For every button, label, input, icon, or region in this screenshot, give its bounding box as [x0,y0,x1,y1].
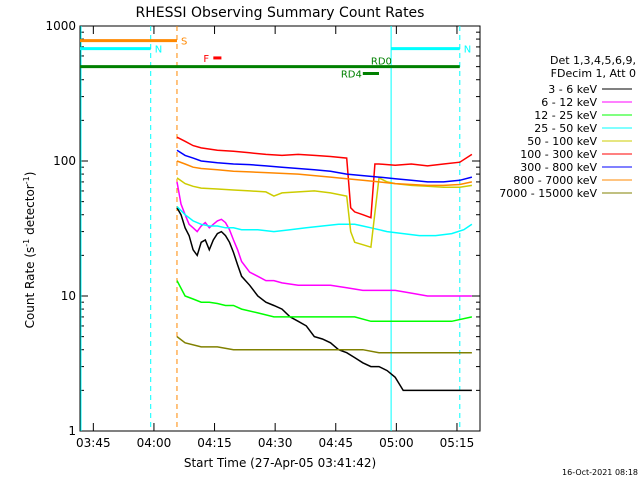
x-axis-label: Start Time (27-Apr-05 03:41:42) [184,456,376,470]
x-tick-label: 04:30 [258,436,293,450]
x-tick-label: 04:00 [137,436,172,450]
y-tick-label: 1000 [45,19,76,33]
y-tick-label: 1 [68,424,76,438]
series-line [176,280,473,323]
annotation-label: F [203,54,209,65]
x-tick-label: 05:00 [379,436,414,450]
x-tick-label: 04:15 [197,436,232,450]
series-line [176,176,473,249]
legend-header: Det 1,3,4,5,6,9, [550,54,636,67]
plot-area: 1 10 100 1000 03:45 04:00 04:15 04:30 04:45 05:00… [45,19,481,450]
plot-frame [79,25,481,432]
legend-label: 25 - 50 keV [534,122,597,135]
x-tick-label: 03:45 [76,436,111,450]
series-line [176,336,472,354]
annotation-label: N [155,45,162,56]
series-line [176,160,473,187]
legend: Det 1,3,4,5,6,9,FDecim 1, Att 0 3 - 6 keV… [499,54,636,200]
legend-label: 800 - 7000 keV [513,174,597,187]
legend-header: FDecim 1, Att 0 [551,67,636,80]
y-axis-label: Count Rate (s-1 detector-1) [22,172,37,329]
legend-label: 12 - 25 keV [534,109,597,122]
x-tick-label: 05:15 [440,436,475,450]
series-line [176,207,472,392]
series-line [176,149,473,183]
x-tick-label: 04:45 [318,436,353,450]
legend-label: 6 - 12 keV [541,96,597,109]
annotation-label: N [464,45,471,56]
annotation-label: RD0 [371,57,392,68]
legend-label: 300 - 800 keV [520,161,597,174]
series-line [176,136,473,219]
y-tick-label: 10 [61,289,76,303]
legend-label: 50 - 100 keV [527,135,597,148]
series-line [176,181,472,297]
legend-label: 100 - 300 keV [520,148,597,161]
legend-label: 7000 - 15000 keV [499,187,597,200]
annotation-label: RD4 [341,69,362,80]
footer-timestamp: 16-Oct-2021 08:18 [562,468,638,477]
y-tick-label: 100 [53,154,76,168]
legend-label: 3 - 6 keV [548,83,597,96]
series-line [176,205,473,237]
annotation-label: S [181,37,187,48]
chart-title: RHESSI Observing Summary Count Rates [136,5,425,21]
